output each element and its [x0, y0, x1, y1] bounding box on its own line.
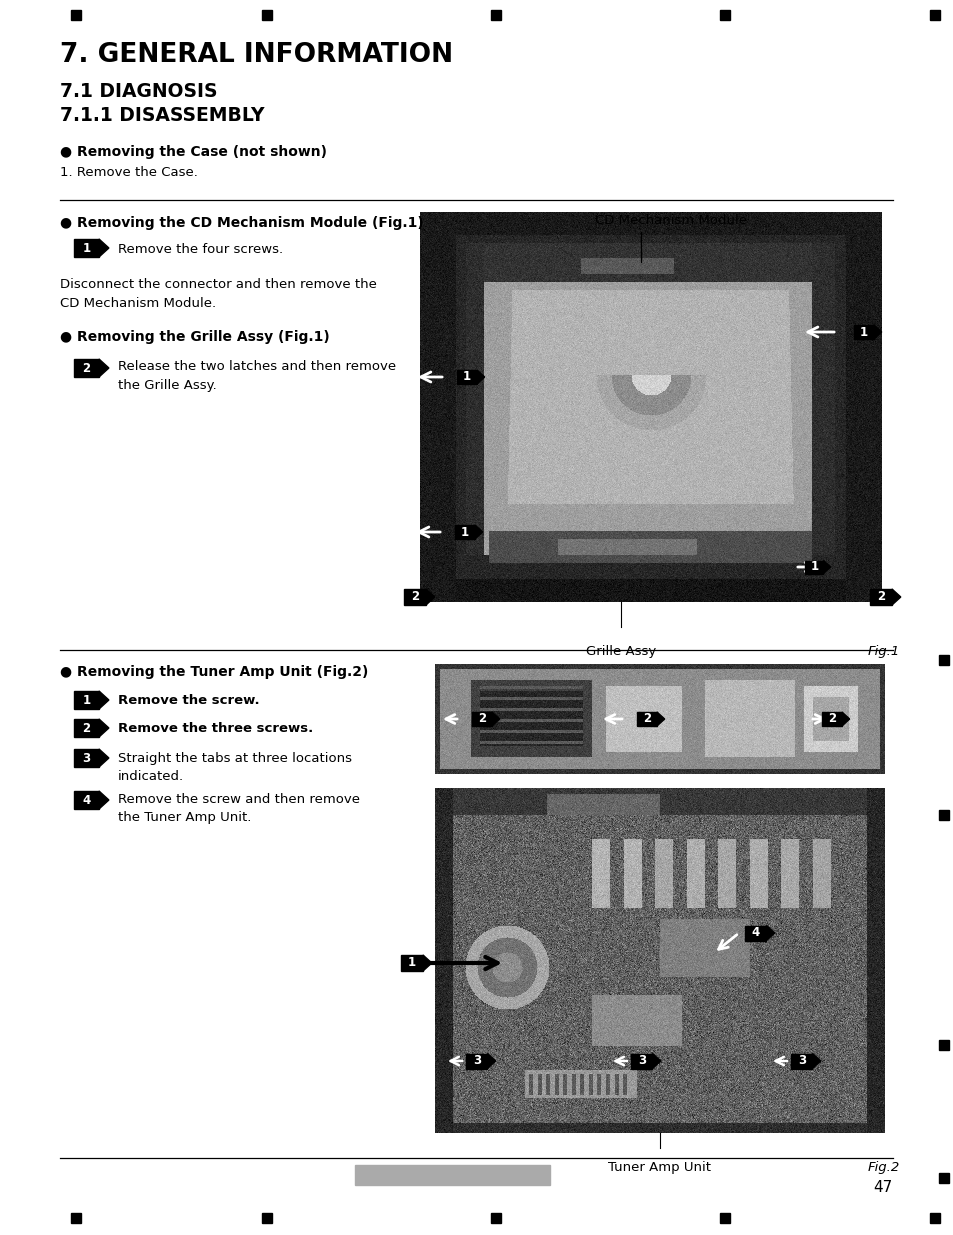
Polygon shape — [99, 790, 109, 809]
Bar — [73, 719, 99, 737]
Bar — [938, 1040, 948, 1050]
Bar — [355, 1165, 550, 1186]
Text: 2: 2 — [827, 713, 836, 725]
Text: Disconnect the connector and then remove the
CD Mechanism Module.: Disconnect the connector and then remove… — [60, 278, 376, 310]
Bar — [854, 325, 873, 338]
Text: 1: 1 — [82, 694, 91, 706]
Text: 3: 3 — [473, 1055, 480, 1067]
Text: ● Removing the Case (not shown): ● Removing the Case (not shown) — [60, 144, 327, 159]
Text: Remove the three screws.: Remove the three screws. — [118, 722, 313, 735]
Text: Fig.1: Fig.1 — [867, 645, 900, 658]
Bar — [637, 713, 657, 726]
Text: CD Mechanism Module: CD Mechanism Module — [595, 214, 746, 227]
Bar — [73, 240, 99, 257]
Text: Fig.2: Fig.2 — [867, 1161, 900, 1174]
Polygon shape — [873, 325, 881, 338]
Text: 7.1.1 DISASSEMBLY: 7.1.1 DISASSEMBLY — [60, 106, 264, 125]
Polygon shape — [99, 692, 109, 709]
Text: 1: 1 — [860, 326, 867, 338]
Bar — [744, 925, 765, 941]
Text: Straight the tabs at three locations
indicated.: Straight the tabs at three locations ind… — [118, 752, 352, 783]
Polygon shape — [99, 719, 109, 737]
Polygon shape — [426, 589, 435, 605]
Bar — [720, 1213, 729, 1223]
Bar — [403, 589, 426, 605]
Bar — [938, 1173, 948, 1183]
Polygon shape — [765, 925, 774, 941]
Text: ● Removing the CD Mechanism Module (Fig.1): ● Removing the CD Mechanism Module (Fig.… — [60, 216, 423, 230]
Polygon shape — [657, 713, 664, 726]
Bar — [73, 692, 99, 709]
Text: Remove the screw and then remove
the Tuner Amp Unit.: Remove the screw and then remove the Tun… — [118, 793, 359, 824]
Text: 4: 4 — [751, 926, 760, 940]
Text: Remove the screw.: Remove the screw. — [118, 694, 259, 706]
Bar — [71, 1213, 81, 1223]
Bar — [929, 10, 939, 20]
Bar — [455, 525, 475, 538]
Text: 7.1 DIAGNOSIS: 7.1 DIAGNOSIS — [60, 82, 217, 101]
Text: 1: 1 — [462, 370, 471, 384]
Bar — [804, 561, 822, 573]
Polygon shape — [891, 589, 900, 605]
Text: 3: 3 — [797, 1055, 805, 1067]
Polygon shape — [99, 359, 109, 377]
Bar — [491, 1213, 500, 1223]
Bar — [472, 713, 492, 726]
Polygon shape — [476, 370, 484, 384]
Text: 47: 47 — [873, 1179, 892, 1195]
Text: 1: 1 — [809, 561, 818, 573]
Text: Remove the four screws.: Remove the four screws. — [118, 243, 283, 256]
Polygon shape — [99, 748, 109, 767]
Bar — [71, 10, 81, 20]
Bar — [466, 1053, 487, 1068]
Polygon shape — [99, 240, 109, 257]
Polygon shape — [812, 1053, 820, 1068]
Polygon shape — [822, 561, 830, 573]
Polygon shape — [652, 1053, 660, 1068]
Bar — [456, 370, 476, 384]
Bar — [791, 1053, 812, 1068]
Polygon shape — [422, 955, 432, 971]
Text: 4: 4 — [82, 794, 91, 806]
Text: 2: 2 — [876, 590, 884, 604]
Bar — [73, 359, 99, 377]
Polygon shape — [492, 713, 499, 726]
Text: 2: 2 — [82, 721, 91, 735]
Bar — [938, 810, 948, 820]
Bar — [262, 10, 272, 20]
Text: 2: 2 — [477, 713, 486, 725]
Bar — [869, 589, 891, 605]
Polygon shape — [487, 1053, 496, 1068]
Bar — [938, 655, 948, 664]
Text: 3: 3 — [638, 1055, 645, 1067]
Text: ● Removing the Grille Assy (Fig.1): ● Removing the Grille Assy (Fig.1) — [60, 330, 330, 345]
Text: 2: 2 — [82, 362, 91, 374]
Bar — [262, 1213, 272, 1223]
Bar — [929, 1213, 939, 1223]
Text: Grille Assy: Grille Assy — [585, 645, 656, 658]
Text: 1: 1 — [82, 242, 91, 254]
Text: 7. GENERAL INFORMATION: 7. GENERAL INFORMATION — [60, 42, 453, 68]
Bar — [491, 10, 500, 20]
Text: Tuner Amp Unit: Tuner Amp Unit — [608, 1161, 711, 1174]
Text: 2: 2 — [411, 590, 418, 604]
Text: 3: 3 — [82, 752, 91, 764]
Text: Release the two latches and then remove
the Grille Assy.: Release the two latches and then remove … — [118, 359, 395, 391]
Text: 1: 1 — [407, 956, 416, 969]
Text: 2: 2 — [642, 713, 651, 725]
Text: 1. Remove the Case.: 1. Remove the Case. — [60, 165, 197, 179]
Text: 1: 1 — [460, 526, 469, 538]
Bar — [400, 955, 422, 971]
Bar — [73, 790, 99, 809]
Bar — [73, 748, 99, 767]
Text: ● Removing the Tuner Amp Unit (Fig.2): ● Removing the Tuner Amp Unit (Fig.2) — [60, 664, 368, 679]
Polygon shape — [841, 713, 849, 726]
Bar — [821, 713, 841, 726]
Bar — [631, 1053, 652, 1068]
Bar — [720, 10, 729, 20]
Polygon shape — [475, 525, 482, 538]
